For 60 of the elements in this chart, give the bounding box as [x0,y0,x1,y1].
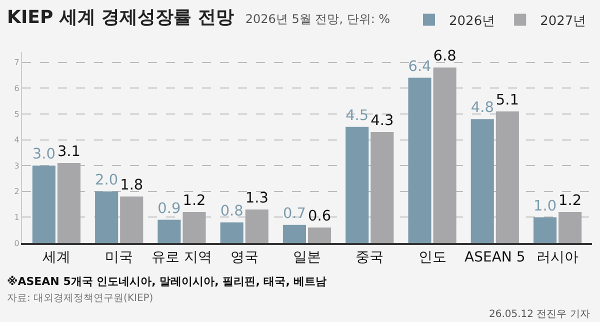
x-tick-label: 중국 [356,250,384,266]
data-label: 0.6 [308,208,332,225]
data-label: 3.1 [57,144,80,160]
bar [220,222,244,243]
y-tick-label: 2 [14,187,20,196]
chart-subtitle: 2026년 5월 전망, 단위: % [245,12,390,26]
legend-label: 2026년 [449,14,496,29]
data-label: 4.8 [470,100,494,116]
y-tick-label: 1 [14,212,20,222]
bar [282,224,306,243]
data-label: 1.2 [558,193,582,210]
text: 26.05.12 전진우 기자 [489,309,590,320]
bar [308,228,332,243]
y-tick-label: 6 [14,84,20,93]
chart-title: KIEP 세계 경제성장률 전망 [7,7,234,28]
y-tick-label: 5 [14,110,20,119]
data-label: 2.0 [95,172,118,189]
data-label: 5.1 [496,92,519,108]
data-label: 1.8 [120,178,144,194]
bar [370,132,394,243]
legend-label: 2027년 [540,14,586,29]
text: ※ASEAN 5개국 인도네시아, 말레이시아, 필리핀, 태국, 베트남 [7,275,327,288]
bar [57,162,80,243]
bar [120,196,144,243]
y-tick-label: 3 [14,161,20,170]
bar [95,191,118,243]
bar [496,111,519,243]
data-label: 1.2 [182,193,206,210]
data-label: 0.9 [158,200,181,217]
x-tick-label: 영국 [230,250,258,266]
data-label: 3.0 [32,146,56,163]
bar [558,212,582,243]
bar [534,217,557,243]
data-label: 0.7 [282,206,306,222]
x-tick-label: 러시아 [536,250,579,266]
y-tick-label: 7 [14,58,20,68]
x-tick-label: 일본 [293,250,321,266]
data-label: 4.3 [370,113,394,130]
text: 자료: 대외경제정책연구원(KIEP) [7,293,154,304]
bar [158,220,181,243]
x-tick-label: 세계 [42,250,70,266]
bar [433,67,456,243]
bar [32,166,56,243]
bar [408,78,432,243]
x-tick-label: ASEAN 5 [464,250,526,266]
bar [245,209,268,243]
y-tick-label: 0 [14,238,20,248]
x-tick-label: 유로 지역 [152,250,212,266]
x-tick-label: 미국 [105,250,134,266]
bar [346,126,369,243]
y-tick-label: 4 [14,136,20,145]
data-label: 1.3 [245,190,268,207]
data-label: 1.0 [534,198,557,214]
data-label: 4.5 [346,108,369,124]
x-tick-label: 인도 [418,250,446,266]
data-label: 6.4 [408,58,432,75]
data-label: 0.8 [220,203,244,220]
data-label: 6.8 [433,48,456,65]
bar [182,212,206,243]
bar [470,119,494,243]
